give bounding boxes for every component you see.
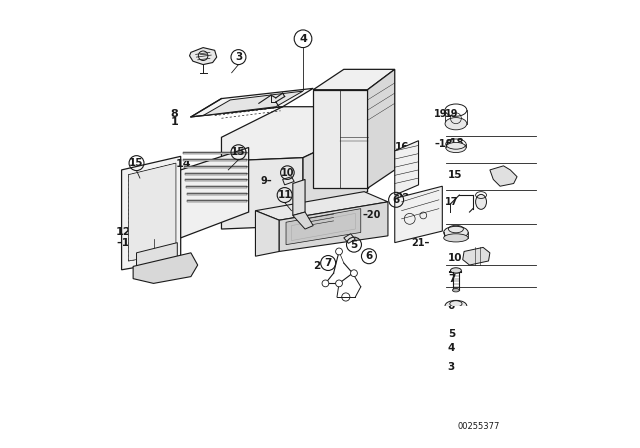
Text: 15: 15 (129, 158, 144, 168)
Polygon shape (303, 127, 367, 226)
Text: 11: 11 (448, 228, 462, 237)
Text: 7: 7 (448, 274, 455, 284)
Polygon shape (191, 88, 313, 117)
Polygon shape (186, 186, 246, 188)
Text: 14: 14 (176, 159, 191, 169)
Polygon shape (395, 141, 419, 195)
Text: 7: 7 (324, 258, 332, 268)
Text: 2: 2 (313, 262, 321, 271)
Text: –13: –13 (116, 237, 137, 248)
Text: 5: 5 (448, 329, 455, 340)
Polygon shape (221, 158, 303, 229)
Text: 16: 16 (395, 142, 409, 152)
Text: 12–: 12– (116, 228, 137, 237)
Polygon shape (344, 234, 355, 243)
Polygon shape (395, 186, 442, 243)
FancyBboxPatch shape (451, 397, 519, 417)
Polygon shape (184, 166, 246, 168)
Text: 4: 4 (299, 34, 307, 44)
Ellipse shape (445, 307, 467, 314)
Text: 11: 11 (277, 190, 292, 200)
Text: 10: 10 (448, 253, 462, 263)
Text: 15: 15 (448, 170, 462, 180)
Circle shape (335, 248, 342, 255)
Ellipse shape (445, 142, 466, 153)
Text: 17: 17 (445, 197, 458, 207)
Text: 5: 5 (350, 240, 358, 250)
Polygon shape (490, 166, 517, 186)
Circle shape (351, 270, 357, 276)
Polygon shape (180, 147, 249, 238)
Text: 6: 6 (392, 195, 400, 205)
Polygon shape (293, 180, 305, 215)
Text: 22: 22 (395, 194, 409, 203)
Ellipse shape (452, 289, 460, 292)
Text: 15: 15 (231, 147, 246, 157)
Polygon shape (203, 91, 303, 116)
Polygon shape (221, 107, 367, 161)
Text: –18: –18 (434, 139, 452, 149)
Polygon shape (293, 212, 313, 229)
Polygon shape (184, 159, 246, 161)
Polygon shape (286, 209, 361, 245)
Text: 4: 4 (448, 343, 455, 353)
Ellipse shape (451, 268, 461, 273)
Ellipse shape (450, 364, 462, 370)
Text: 8: 8 (170, 108, 179, 119)
Polygon shape (185, 172, 246, 175)
Polygon shape (189, 47, 217, 65)
Polygon shape (136, 243, 177, 270)
Text: 9–: 9– (261, 177, 273, 186)
Polygon shape (313, 90, 367, 188)
Polygon shape (283, 177, 294, 185)
Text: 1: 1 (170, 117, 179, 127)
Text: –18: –18 (445, 138, 463, 148)
Ellipse shape (444, 234, 468, 242)
Ellipse shape (444, 226, 468, 238)
Ellipse shape (445, 301, 467, 311)
Polygon shape (367, 69, 395, 188)
Polygon shape (255, 192, 388, 220)
Polygon shape (133, 253, 198, 284)
Polygon shape (188, 200, 246, 202)
Polygon shape (463, 247, 490, 265)
Polygon shape (279, 202, 388, 251)
Text: 3: 3 (448, 362, 455, 372)
Text: 6: 6 (448, 301, 455, 311)
Ellipse shape (476, 194, 486, 209)
Circle shape (335, 280, 342, 287)
Polygon shape (129, 163, 176, 261)
Ellipse shape (445, 117, 467, 130)
Polygon shape (313, 69, 395, 90)
Polygon shape (187, 193, 246, 195)
Polygon shape (183, 152, 246, 154)
Text: 19: 19 (434, 108, 447, 119)
Text: 3: 3 (235, 52, 242, 62)
Text: 00255377: 00255377 (457, 422, 500, 431)
Text: 6: 6 (365, 251, 372, 261)
Polygon shape (255, 211, 279, 256)
Polygon shape (186, 180, 246, 181)
FancyBboxPatch shape (449, 396, 517, 414)
Text: 19: 19 (445, 108, 458, 119)
Circle shape (322, 280, 329, 287)
Polygon shape (122, 156, 180, 270)
FancyBboxPatch shape (445, 392, 536, 421)
Text: –20: –20 (363, 211, 381, 220)
Text: 21–: 21– (412, 237, 430, 248)
Text: 10: 10 (280, 168, 294, 178)
